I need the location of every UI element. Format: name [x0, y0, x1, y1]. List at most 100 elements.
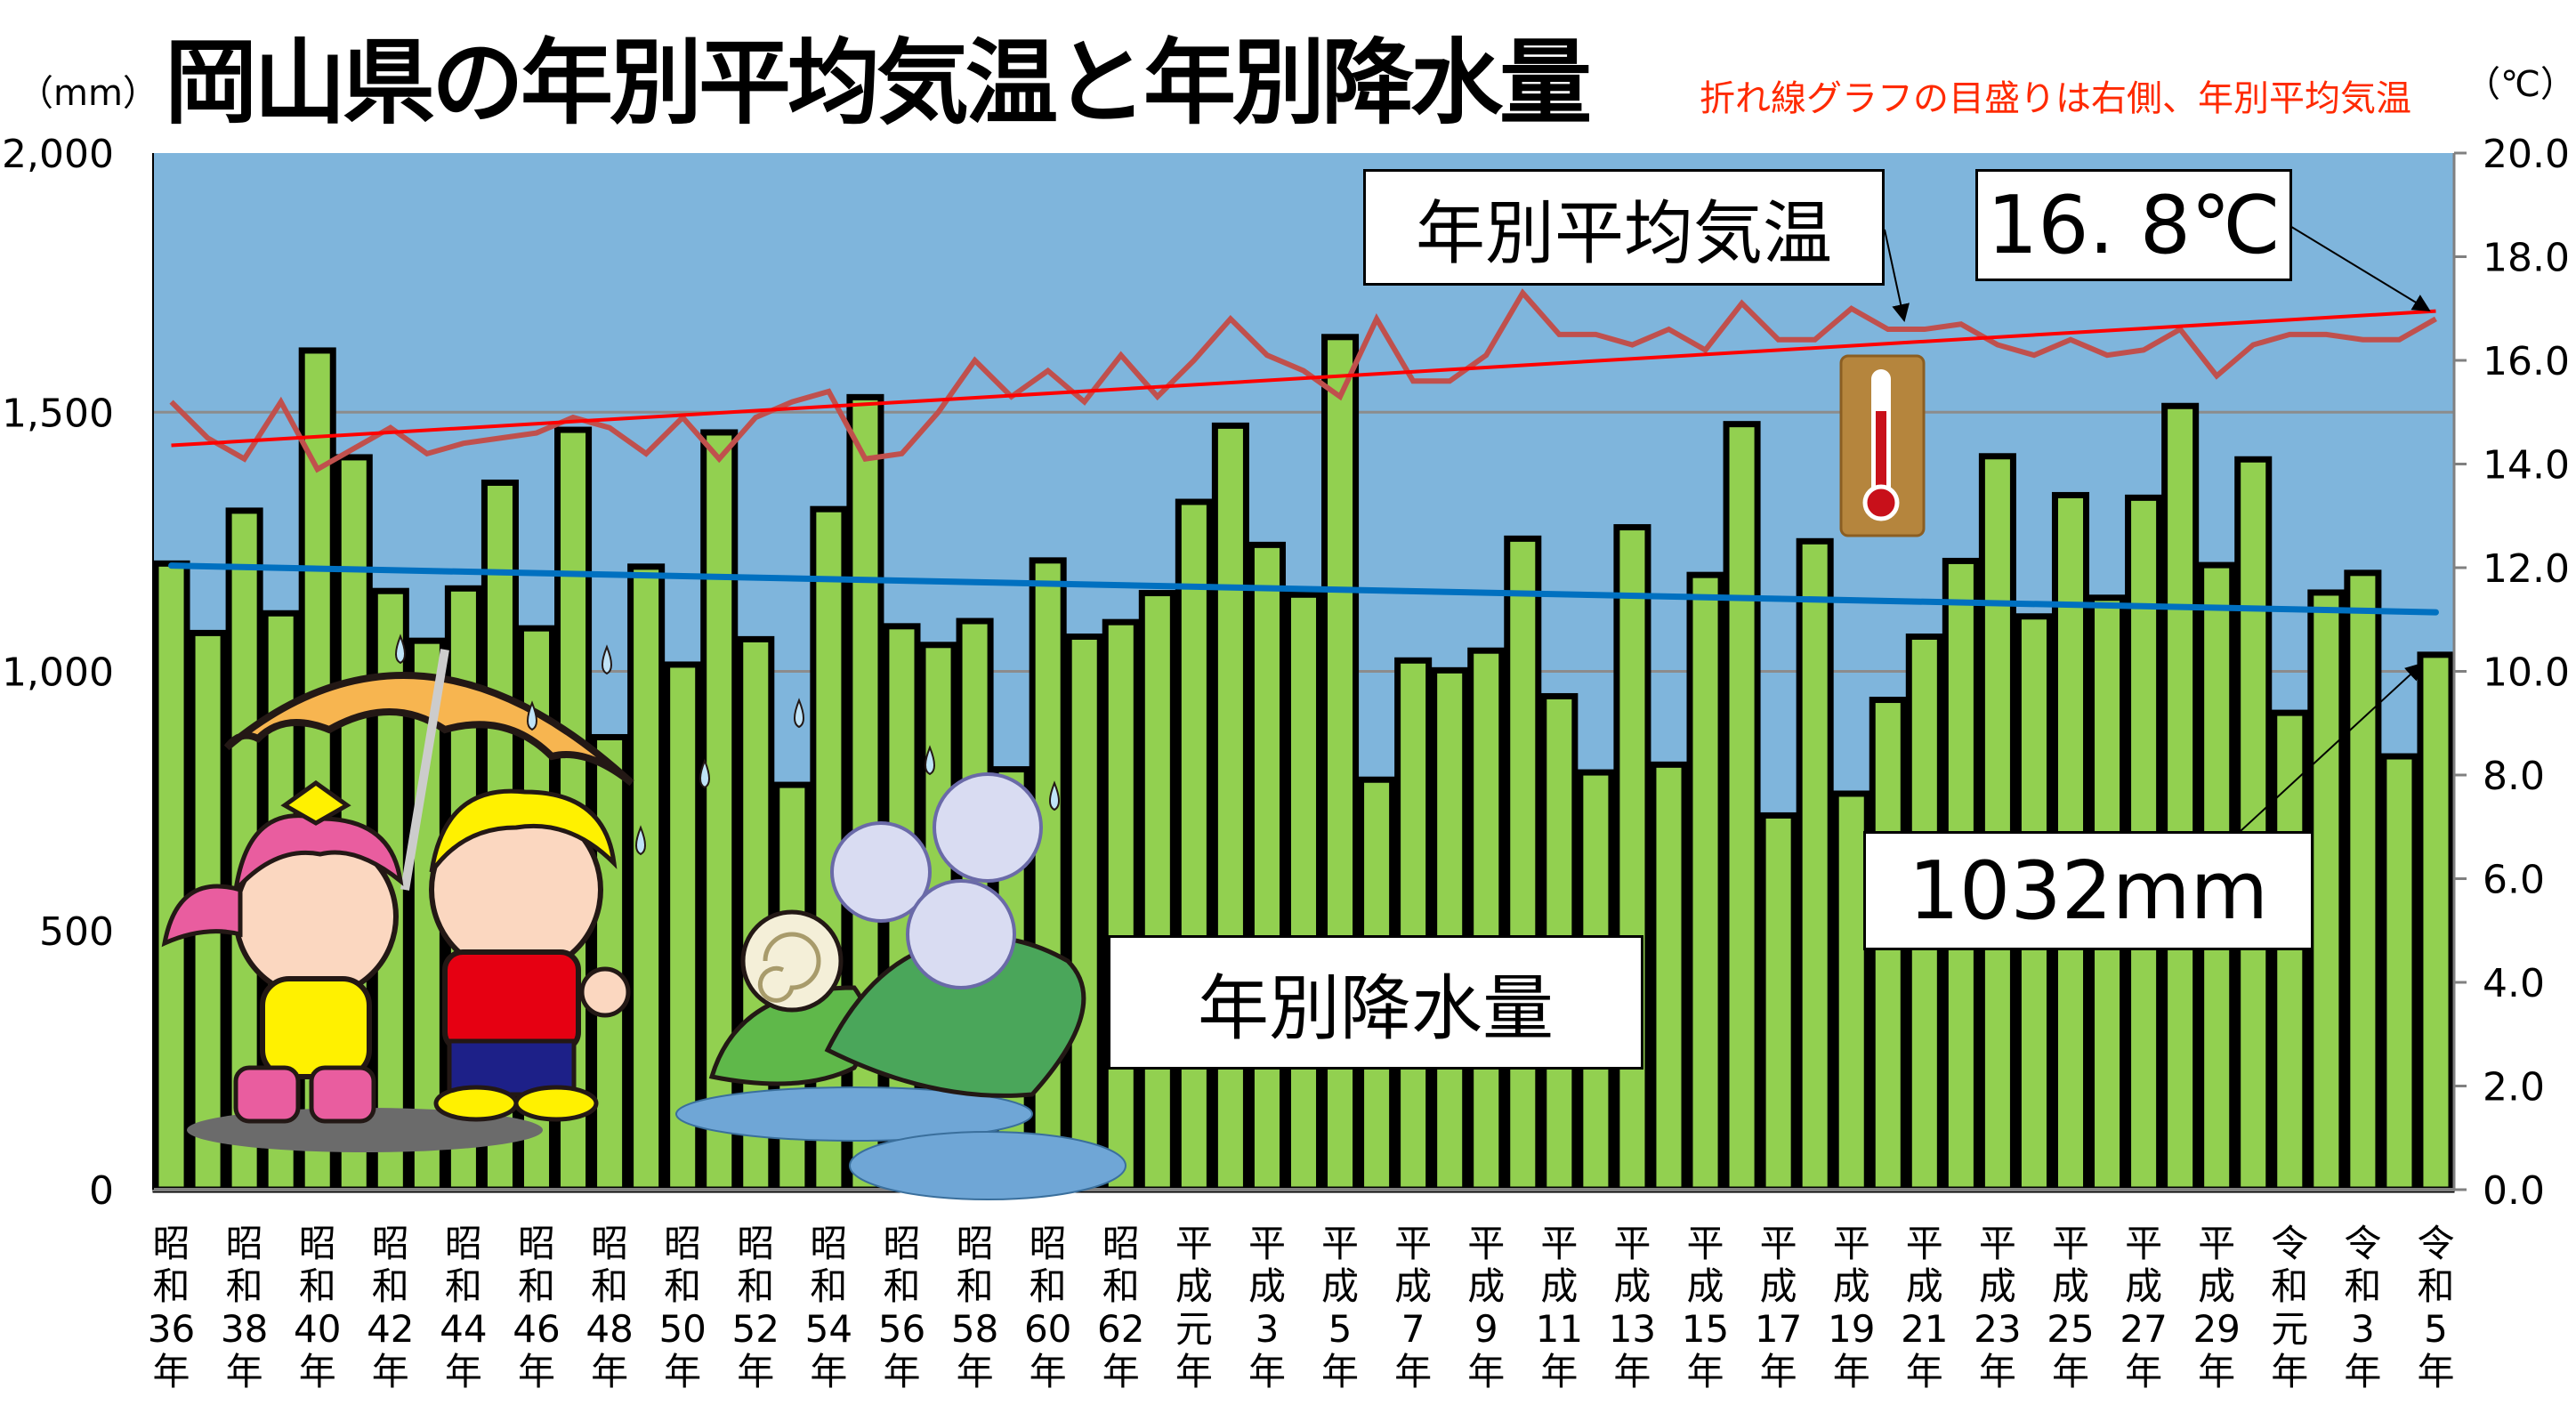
umbrella-handle	[400, 649, 449, 891]
x-tick-label-part: 年	[2417, 1350, 2454, 1393]
x-tick-label-part: 60	[1024, 1307, 1071, 1351]
snail-icon	[708, 909, 870, 1086]
x-tick-label-part: 56	[878, 1307, 925, 1351]
x-tick-label-part: 和	[737, 1264, 774, 1308]
right-tick-label: 10.0	[2483, 650, 2570, 696]
x-tick-label-part: 3	[2351, 1307, 2375, 1351]
right-axis-labels: 0.0 2.0 4.0 6.0 8.0 10.0 12.0 14.0 16.0 18.0 20.0	[2483, 132, 2570, 1214]
rain-bar	[1175, 498, 1213, 1193]
x-tick-label-part: 年	[445, 1350, 482, 1393]
x-tick-label-part: 和	[1102, 1264, 1140, 1308]
left-axis-unit: （mm）	[18, 73, 158, 114]
rain-bar	[2271, 709, 2309, 1193]
rain-bar	[1138, 590, 1176, 1193]
rain-bar	[1248, 541, 1286, 1193]
x-tick-label-part: 平	[1979, 1222, 2016, 1265]
right-tick-label: 8.0	[2483, 754, 2545, 799]
x-tick-label-part: 19	[1828, 1307, 1875, 1351]
x-tick-label-part: 年	[2052, 1350, 2089, 1393]
x-tick-label-part: 年	[372, 1350, 409, 1393]
x-tick-label-part: 年	[1175, 1350, 1213, 1393]
x-tick-label-part: 成	[1175, 1264, 1213, 1308]
x-tick-label-part: 平	[2198, 1222, 2235, 1265]
rain-series-label: 年別降水量	[1108, 935, 1643, 1070]
x-tick-label-part: 年	[518, 1350, 555, 1393]
x-tick-label-part: 昭	[810, 1222, 847, 1265]
right-tick-label: 6.0	[2483, 858, 2545, 903]
x-tick-label-part: 年	[664, 1350, 701, 1393]
girl-character-icon	[161, 779, 404, 1124]
x-tick-label-part: 年	[957, 1350, 994, 1393]
x-tick-label-part: 15	[1682, 1307, 1729, 1351]
rain-bar	[1211, 422, 1249, 1193]
hydrangea-icon	[824, 772, 1086, 1098]
x-tick-label-part: 平	[1687, 1222, 1724, 1265]
x-tick-label-part: 昭	[299, 1222, 336, 1265]
x-tick-label-part: 昭	[957, 1222, 994, 1265]
x-tick-label-part: 5	[1328, 1307, 1353, 1351]
rain-bar	[1394, 657, 1433, 1193]
x-tick-label-part: 昭	[1102, 1222, 1140, 1265]
rain-bar	[627, 563, 666, 1193]
x-tick-label-part: 平	[1467, 1222, 1505, 1265]
x-tick-label-part: 和	[2344, 1264, 2381, 1308]
lines	[168, 288, 2439, 616]
x-tick-label-part: 38	[221, 1307, 268, 1351]
x-tick-label-part: 7	[1401, 1307, 1425, 1351]
x-tick-label-part: 62	[1097, 1307, 1144, 1351]
rain-bar	[1431, 666, 1469, 1193]
rain-bar	[1284, 591, 1323, 1193]
x-tick-label-part: 成	[1248, 1264, 1286, 1308]
puddle	[849, 1131, 1126, 1200]
x-tick-label-part: 42	[367, 1307, 414, 1351]
x-tick-label-part: 年	[2198, 1350, 2235, 1393]
temperature-trendline	[171, 309, 2436, 448]
rain-bar	[2161, 402, 2200, 1193]
left-tick-label: 0	[89, 1168, 114, 1214]
x-tick-label-part: 3	[1256, 1307, 1280, 1351]
x-tick-label-part: 和	[2271, 1264, 2308, 1308]
x-tick-label-part: 成	[2125, 1264, 2162, 1308]
x-tick-label-part: 平	[1321, 1222, 1359, 1265]
right-tick-label: 0.0	[2483, 1168, 2545, 1214]
x-tick-label-part: 和	[664, 1264, 701, 1308]
right-tick-label: 12.0	[2483, 546, 2570, 592]
rain-bar	[2380, 753, 2419, 1193]
x-tick-label-part: 29	[2192, 1307, 2240, 1351]
x-tick-label-part: 和	[2417, 1264, 2454, 1308]
x-tick-label-part: 11	[1536, 1307, 1583, 1351]
temp-series-label: 年別平均気温	[1363, 169, 1885, 286]
x-tick-label-part: 54	[805, 1307, 852, 1351]
x-tick-label-part: 和	[226, 1264, 263, 1308]
x-tick-label-part: 13	[1609, 1307, 1656, 1351]
left-tick-label: 1,500	[2, 391, 114, 436]
left-tick-label: 500	[39, 909, 114, 955]
rain-bar	[591, 733, 629, 1193]
x-tick-label-part: 和	[810, 1264, 847, 1308]
rain-bar	[1686, 571, 1724, 1193]
x-tick-label-part: 平	[1540, 1222, 1578, 1265]
x-tick-label-part: 和	[299, 1264, 336, 1308]
x-tick-label-part: 昭	[883, 1222, 920, 1265]
x-tick-label-part: 年	[1687, 1350, 1724, 1393]
x-tick-label-part: 成	[1540, 1264, 1578, 1308]
x-tick-label-part: 平	[1394, 1222, 1432, 1265]
x-tick-label-part: 平	[1175, 1222, 1213, 1265]
rain-value-arrow	[2240, 662, 2424, 832]
x-tick-label-part: 令	[2344, 1222, 2381, 1265]
